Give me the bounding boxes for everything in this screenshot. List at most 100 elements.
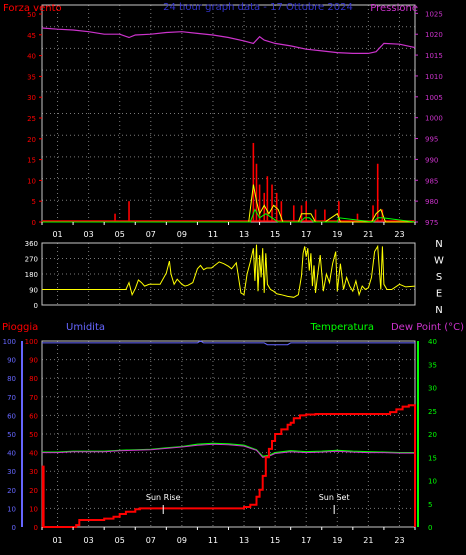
hour-tick-label: 15 (270, 536, 280, 545)
hour-tick-label: 23 (394, 536, 404, 545)
hour-tick-label: 03 (84, 536, 94, 545)
sun-annotation: Sun Set (319, 493, 350, 502)
hour-tick-label: 03 (84, 230, 94, 239)
temperature-tick-label: 30 (428, 385, 437, 393)
hour-tick-label: 01 (52, 230, 62, 239)
dew-point-axis-title: Dew Point (°C) (391, 322, 464, 333)
wind-gust-line (42, 184, 415, 223)
direction-tick-label: 90 (29, 287, 38, 295)
cardinal-label: E (436, 289, 442, 300)
humidity-tick-label: 30 (7, 468, 16, 476)
wind-speed-tick-label: 5 (32, 198, 36, 206)
pressure-tick-label: 1005 (425, 94, 443, 102)
pressure-tick-label: 990 (425, 156, 438, 164)
hour-tick-label: 23 (394, 230, 404, 239)
temperature-axis-title: Temperatura (309, 322, 374, 333)
wind-speed-tick-label: 10 (27, 177, 36, 185)
humidity-tick-label: 50 (7, 431, 16, 439)
temperature-tick-label: 40 (428, 338, 437, 346)
wind-speed-axis-title: Forza vento (3, 3, 62, 14)
humidity-tick-label: 0 (12, 524, 16, 532)
pressure-axis-title: Pressione (370, 3, 418, 14)
wind-direction-line (42, 244, 416, 298)
wind-speed-tick-label: 50 (27, 11, 36, 19)
humidity-tick-label: 40 (7, 450, 16, 458)
pressure-tick-label: 995 (425, 136, 438, 144)
temperature-tick-label: 10 (428, 478, 437, 486)
pressure-tick-label: 985 (425, 177, 438, 185)
temperature-tick-label: 15 (428, 454, 437, 462)
wind-speed-tick-label: 20 (27, 136, 36, 144)
pressure-tick-label: 1000 (425, 115, 443, 123)
direction-tick-label: 180 (25, 271, 38, 279)
humidity-tick-label: 10 (7, 505, 16, 513)
chart-title: 24 hour graph data - 17 Ottobre 2024 (163, 2, 353, 13)
sun-annotation: Sun Rise (146, 493, 181, 502)
pressure-tick-label: 980 (425, 198, 438, 206)
pressure-line (41, 27, 416, 55)
hour-tick-label: 17 (301, 536, 311, 545)
rain-tick-label: 40 (29, 450, 38, 458)
rain-tick-label: 100 (25, 338, 38, 346)
pressure-tick-label: 1015 (425, 52, 443, 60)
hour-tick-label: 19 (332, 536, 342, 545)
pressure-tick-label: 1010 (425, 73, 443, 81)
rain-tick-label: 0 (34, 524, 38, 532)
temperature-tick-label: 20 (428, 431, 437, 439)
hour-tick-label: 09 (177, 536, 187, 545)
wind-speed-tick-label: 0 (32, 219, 36, 227)
rain-tick-label: 30 (29, 468, 38, 476)
wind-speed-tick-label: 25 (27, 115, 36, 123)
hour-tick-label: 01 (52, 536, 62, 545)
wind-speed-tick-label: 15 (27, 157, 36, 165)
wind-direction-plot-frame (41, 242, 416, 306)
temperature-line (42, 442, 415, 457)
cardinal-label: S (436, 272, 442, 283)
hour-tick-label: 13 (239, 230, 249, 239)
hour-tick-label: 13 (239, 536, 249, 545)
wind-avg-line (42, 208, 416, 223)
humidity-tick-label: 60 (7, 412, 16, 420)
hour-tick-label: 05 (115, 230, 125, 239)
humidity-tick-label: 20 (7, 487, 16, 495)
rain-tick-label: 50 (29, 431, 38, 439)
wind-speed-tick-label: 35 (27, 73, 36, 81)
hour-tick-label: 07 (146, 230, 156, 239)
rain-tick-label: 10 (29, 505, 38, 513)
humidity-tick-label: 90 (7, 357, 16, 365)
rain-tick-label: 60 (29, 412, 38, 420)
hour-tick-label: 15 (270, 230, 280, 239)
rain-line (41, 404, 416, 528)
cardinal-label: W (434, 256, 444, 267)
hour-tick-label: 17 (301, 230, 311, 239)
direction-tick-label: 270 (25, 256, 38, 264)
humidity-tick-label: 100 (3, 338, 16, 346)
hour-tick-label: 11 (208, 536, 218, 545)
direction-tick-label: 0 (34, 302, 38, 310)
cardinal-label: N (435, 305, 442, 316)
pressure-tick-label: 1025 (425, 10, 443, 18)
humidity-axis-title: Umidita (66, 322, 105, 333)
temperature-tick-label: 5 (428, 501, 432, 509)
hour-tick-label: 11 (208, 230, 218, 239)
temperature-tick-label: 0 (428, 524, 432, 532)
hour-tick-label: 19 (332, 230, 342, 239)
hour-tick-label: 21 (363, 536, 373, 545)
hour-tick-label: 09 (177, 230, 187, 239)
humidity-tick-label: 70 (7, 394, 16, 402)
pressure-tick-label: 975 (425, 219, 438, 227)
hour-tick-label: 21 (363, 230, 373, 239)
temperature-tick-label: 35 (428, 361, 437, 369)
direction-tick-label: 360 (25, 240, 38, 248)
wind-speed-tick-label: 40 (27, 53, 36, 61)
hour-tick-label: 07 (146, 536, 156, 545)
humidity-line (42, 340, 415, 346)
temp-rain-plot-frame (41, 340, 416, 528)
rain-tick-label: 90 (29, 357, 38, 365)
rain-tick-label: 20 (29, 487, 38, 495)
wind-speed-tick-label: 30 (27, 94, 36, 102)
rain-tick-label: 70 (29, 394, 38, 402)
humidity-tick-label: 80 (7, 375, 16, 383)
cardinal-label: N (435, 239, 442, 250)
